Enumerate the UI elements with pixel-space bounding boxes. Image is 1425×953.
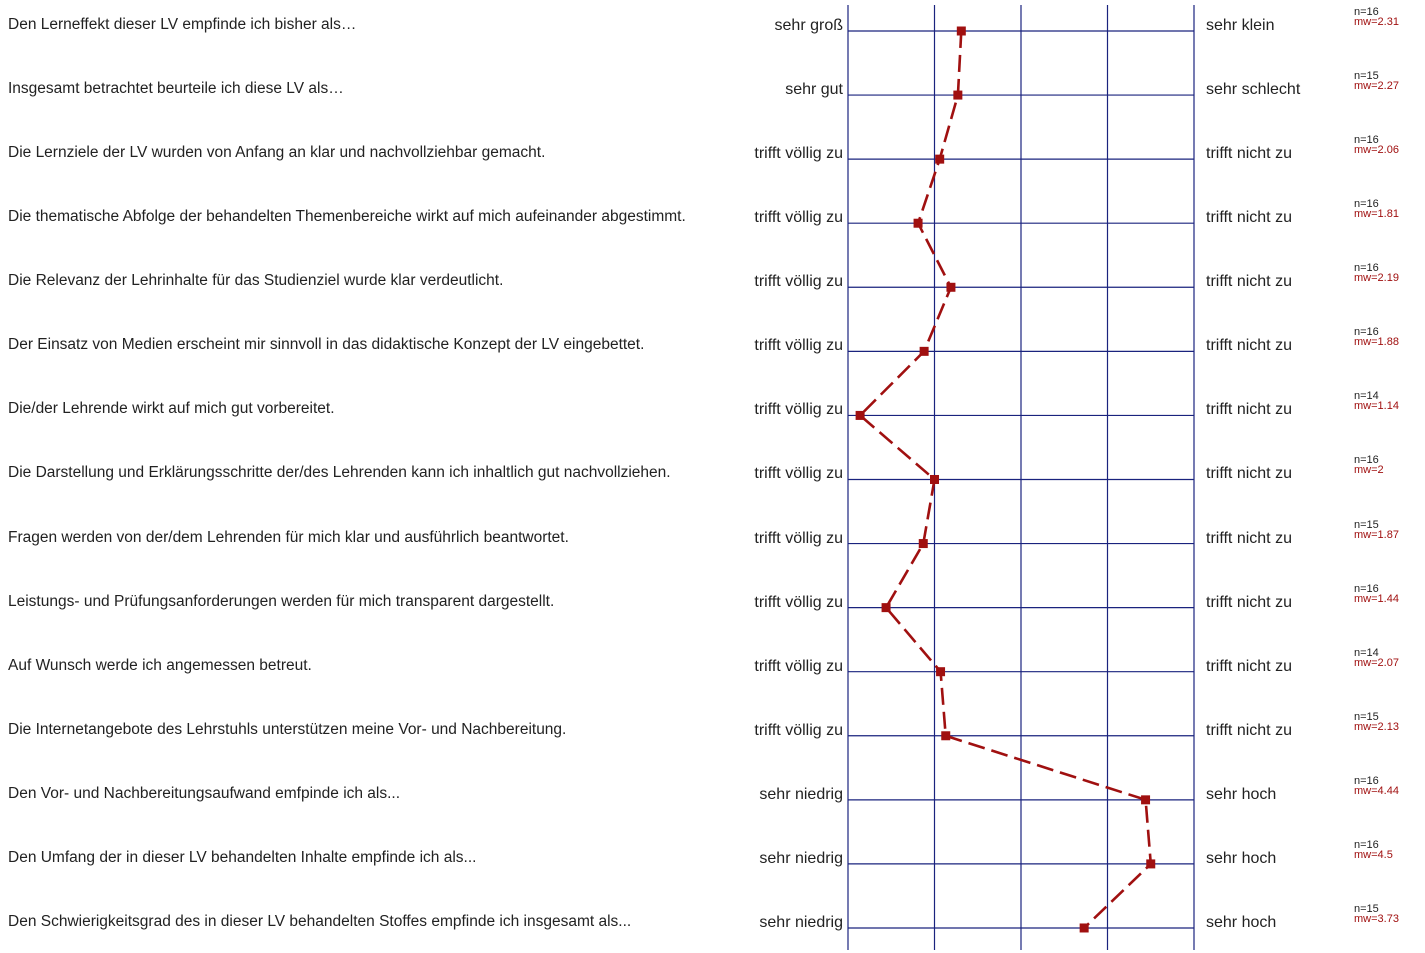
question-text: Die thematische Abfolge der behandelten … (8, 208, 686, 226)
scale-right-label: trifft nicht zu (1206, 657, 1292, 675)
profile-point (946, 282, 956, 292)
stat-mw: mw=2.06 (1354, 144, 1399, 157)
profile-point (1079, 923, 1089, 933)
scale-right-label: sehr schlecht (1206, 81, 1301, 99)
question-text: Insgesamt betrachtet beurteile ich diese… (8, 80, 344, 98)
stat-mw: mw=1.87 (1354, 528, 1399, 541)
scale-left-label: trifft völlig zu (754, 465, 843, 483)
scale-left-label: trifft völlig zu (754, 209, 843, 227)
scale-left-label: sehr gut (785, 81, 843, 99)
scale-right-label: trifft nicht zu (1206, 337, 1292, 355)
scale-right-label: trifft nicht zu (1206, 593, 1292, 611)
stat-n: n=16 (1354, 134, 1379, 147)
question-text: Die Internetangebote des Lehrstuhls unte… (8, 720, 567, 738)
profile-point (936, 667, 946, 677)
question-text: Die Darstellung und Erklärungsschritte d… (8, 464, 671, 482)
scale-right-label: trifft nicht zu (1206, 145, 1292, 163)
scale-right-label: trifft nicht zu (1206, 209, 1292, 227)
stat-mw: mw=3.73 (1354, 912, 1399, 925)
question-text: Den Vor- und Nachbereitungsaufwand emfpi… (8, 784, 401, 802)
scale-left-label: trifft völlig zu (754, 401, 843, 419)
scale-right-label: trifft nicht zu (1206, 465, 1292, 483)
profile-point (953, 90, 963, 100)
scale-left-label: trifft völlig zu (754, 593, 843, 611)
scale-left-label: trifft völlig zu (754, 657, 843, 675)
stat-n: n=16 (1354, 198, 1379, 211)
stat-mw: mw=2.13 (1354, 720, 1399, 733)
stat-mw: mw=2.19 (1354, 272, 1399, 285)
question-text: Den Lerneffekt dieser LV empfinde ich bi… (8, 16, 357, 33)
stat-n: n=15 (1354, 710, 1379, 723)
question-text: Fragen werden von der/dem Lehrenden für … (8, 528, 569, 546)
profile-point (935, 154, 945, 164)
stat-n: n=15 (1354, 518, 1379, 531)
stat-mw: mw=2.27 (1354, 80, 1399, 93)
profile-point (881, 603, 891, 613)
scale-left-label: sehr groß (774, 17, 843, 34)
scale-right-label: sehr hoch (1206, 785, 1277, 803)
question-text: Die/der Lehrende wirkt auf mich gut vorb… (8, 400, 335, 418)
scale-left-label: sehr niedrig (759, 913, 843, 931)
profile-point (855, 410, 865, 420)
stat-mw: mw=4.44 (1354, 784, 1399, 797)
stat-n: n=14 (1354, 646, 1379, 659)
stat-n: n=16 (1354, 454, 1379, 467)
stat-mw: mw=2 (1354, 464, 1384, 477)
stat-n: n=16 (1354, 774, 1379, 787)
question-text: Die Relevanz der Lehrinhalte für das Stu… (8, 272, 504, 290)
scale-left-label: trifft völlig zu (754, 145, 843, 163)
stat-n: n=15 (1354, 70, 1379, 83)
scale-left-label: trifft völlig zu (754, 529, 843, 547)
question-text: Die Lernziele der LV wurden von Anfang a… (8, 144, 546, 162)
scale-right-label: sehr klein (1206, 17, 1275, 34)
profile-point (930, 474, 939, 484)
stat-mw: mw=4.5 (1354, 848, 1393, 861)
profile-point (913, 218, 923, 228)
profile-point (956, 26, 966, 36)
stat-n: n=16 (1354, 838, 1379, 851)
stat-mw: mw=1.14 (1354, 400, 1399, 413)
stat-n: n=16 (1354, 326, 1379, 339)
scale-left-label: sehr niedrig (759, 849, 843, 867)
scale-right-label: trifft nicht zu (1206, 721, 1292, 739)
scale-right-label: sehr hoch (1206, 849, 1277, 867)
question-text: Den Umfang der in dieser LV behandelten … (8, 848, 477, 866)
scale-right-label: sehr hoch (1206, 913, 1277, 931)
question-text: Auf Wunsch werde ich angemessen betreut. (8, 656, 312, 674)
profile-point (941, 731, 951, 741)
stat-n: n=14 (1354, 390, 1379, 403)
profile-point (918, 539, 928, 549)
stat-n: n=16 (1354, 262, 1379, 275)
stat-mw: mw=2.07 (1354, 656, 1399, 669)
question-text: Der Einsatz von Medien erscheint mir sin… (8, 336, 645, 354)
question-text: Den Schwierigkeitsgrad des in dieser LV … (8, 912, 632, 930)
scale-left-label: sehr niedrig (759, 785, 843, 803)
profile-point (1146, 859, 1156, 869)
scale-right-label: trifft nicht zu (1206, 401, 1292, 419)
question-text: Leistungs- und Prüfungsanforderungen wer… (8, 592, 555, 610)
stat-n: n=16 (1354, 6, 1379, 18)
stat-mw: mw=2.31 (1354, 16, 1399, 28)
scale-left-label: trifft völlig zu (754, 721, 843, 739)
stat-mw: mw=1.81 (1354, 208, 1399, 221)
stat-mw: mw=1.88 (1354, 336, 1399, 349)
scale-right-label: trifft nicht zu (1206, 529, 1292, 547)
scale-right-label: trifft nicht zu (1206, 273, 1292, 291)
stat-n: n=15 (1354, 902, 1379, 915)
stat-mw: mw=1.44 (1354, 592, 1399, 605)
profile-point (1141, 795, 1151, 805)
profile-point (919, 346, 929, 356)
stat-n: n=16 (1354, 582, 1379, 595)
scale-left-label: trifft völlig zu (754, 273, 843, 291)
scale-left-label: trifft völlig zu (754, 337, 843, 355)
